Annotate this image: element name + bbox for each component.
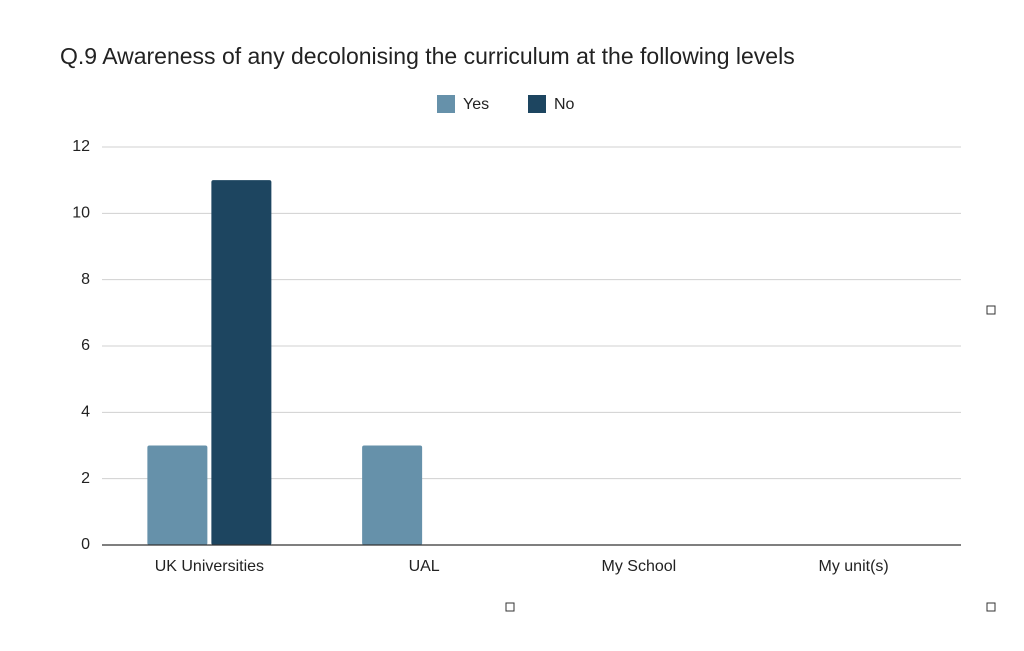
x-tick-label: My School [602, 558, 677, 575]
legend-swatch [437, 95, 455, 113]
legend-label: Yes [463, 96, 489, 113]
selection-handle [986, 305, 996, 315]
bar [147, 445, 208, 545]
y-tick-label: 10 [72, 205, 90, 222]
y-tick-label: 0 [81, 536, 90, 553]
selection-handle [505, 602, 515, 612]
x-tick-label: UK Universities [155, 558, 264, 575]
y-tick-label: 4 [81, 404, 90, 421]
x-tick-label: My unit(s) [819, 558, 889, 575]
y-tick-label: 8 [81, 271, 90, 288]
legend-swatch [528, 95, 546, 113]
bar [211, 180, 272, 545]
chart-title: Q.9 Awareness of any decolonising the cu… [60, 43, 795, 69]
legend-label: No [554, 96, 575, 113]
bar [362, 445, 423, 545]
y-tick-label: 12 [72, 138, 90, 155]
y-tick-label: 6 [81, 337, 90, 354]
selection-handle [986, 602, 996, 612]
x-tick-label: UAL [409, 558, 440, 575]
y-tick-label: 2 [81, 470, 90, 487]
